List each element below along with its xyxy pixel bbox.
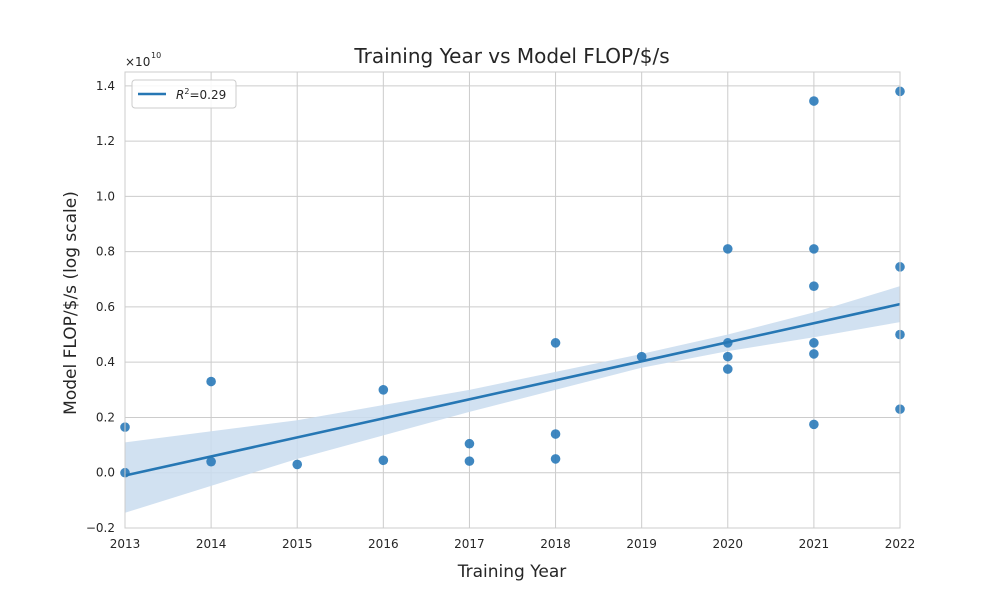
x-tick-label: 2018 bbox=[540, 537, 571, 551]
data-point bbox=[809, 419, 819, 430]
y-tick-label: 1.4 bbox=[96, 79, 115, 93]
data-point bbox=[809, 96, 819, 106]
y-scale-base: ×10 bbox=[125, 55, 150, 69]
data-point bbox=[550, 429, 561, 439]
x-tick-label: 2019 bbox=[626, 537, 657, 551]
legend-label-sup: 2 bbox=[184, 87, 189, 96]
y-tick-label: 1.2 bbox=[96, 134, 115, 148]
legend-label-prefix: R bbox=[176, 88, 184, 102]
y-tick-label: 0.2 bbox=[96, 410, 115, 424]
regression-line-layer bbox=[124, 302, 901, 477]
plot-frame bbox=[124, 71, 901, 529]
y-tick-label: 0.8 bbox=[96, 245, 115, 259]
data-point bbox=[809, 338, 819, 348]
data-point bbox=[206, 376, 216, 387]
x-tick-label: 2014 bbox=[196, 537, 227, 551]
confidence-band bbox=[125, 286, 900, 513]
confidence-band-layer bbox=[125, 286, 900, 513]
data-point bbox=[809, 281, 819, 291]
y-tick-label: 0.6 bbox=[96, 300, 115, 314]
axes: 2013 2014 2015 2016 2017 2018 2019 2020 2021 2022… bbox=[86, 71, 916, 551]
legend-label-suffix: =0.29 bbox=[189, 88, 226, 102]
x-tick-label: 2017 bbox=[454, 537, 485, 551]
legend-box bbox=[131, 79, 237, 109]
x-tick-label: 2015 bbox=[282, 537, 313, 551]
data-points bbox=[120, 86, 905, 478]
y-tick-label: 0.0 bbox=[96, 466, 115, 480]
x-tick-label: 2020 bbox=[713, 537, 744, 551]
x-axis-title: Training Year bbox=[457, 562, 566, 582]
data-point bbox=[809, 244, 819, 254]
data-point bbox=[378, 455, 389, 466]
data-point bbox=[809, 349, 819, 359]
y-tick-label: −0.2 bbox=[86, 521, 115, 535]
data-point bbox=[722, 351, 733, 362]
data-point bbox=[378, 385, 389, 395]
data-point bbox=[636, 351, 647, 362]
x-tick-label: 2021 bbox=[799, 537, 830, 551]
y-axis-title: Model FLOP/$/s (log scale) bbox=[61, 191, 81, 415]
legend: R2=0.29 bbox=[131, 79, 237, 109]
data-point bbox=[464, 456, 475, 466]
x-tick-label: 2013 bbox=[110, 537, 141, 551]
y-scale-exponent: 10 bbox=[151, 51, 161, 60]
chart-title: Training Year vs Model FLOP/$/s bbox=[353, 44, 669, 68]
data-point bbox=[464, 438, 475, 449]
x-tick-label: 2016 bbox=[368, 537, 399, 551]
data-point bbox=[550, 338, 561, 348]
data-point bbox=[722, 364, 733, 374]
y-tick-label: 0.4 bbox=[96, 355, 115, 369]
data-point bbox=[206, 456, 216, 467]
legend-label: R2=0.29 bbox=[176, 87, 226, 102]
data-point bbox=[292, 459, 303, 470]
data-point bbox=[550, 454, 561, 464]
x-tick-label: 2022 bbox=[885, 537, 916, 551]
data-point bbox=[722, 244, 733, 254]
y-scale-multiplier: ×10 10 bbox=[125, 51, 161, 69]
y-tick-label: 1.0 bbox=[96, 189, 115, 203]
regression-line bbox=[124, 302, 901, 477]
